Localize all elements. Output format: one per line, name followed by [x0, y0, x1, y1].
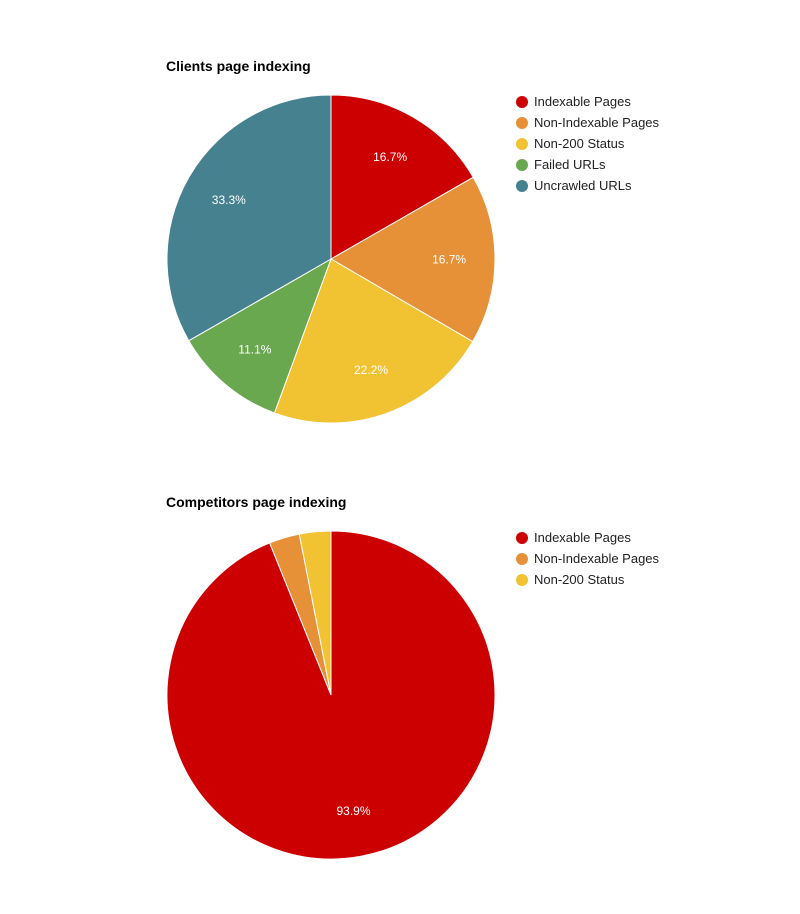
chart-legend: Indexable Pages Non-Indexable Pages Non-20… [516, 91, 659, 196]
slice-value-label: 33.3% [212, 193, 246, 207]
pie-slice-non-200-status [298, 530, 332, 696]
chart-legend: Indexable Pages Non-Indexable Pages Non-20… [516, 527, 659, 590]
legend-item-non-indexable-pages: Non-Indexable Pages [516, 112, 659, 133]
legend-swatch-icon [516, 95, 528, 108]
slice-value-label: 16.7% [432, 252, 466, 266]
legend-item-non-indexable-pages: Non-Indexable Pages [516, 548, 659, 569]
slice-value-label: 93.9% [336, 804, 370, 818]
legend-label: Failed URLs [534, 157, 606, 172]
legend-item-indexable-pages: Indexable Pages [516, 91, 659, 112]
legend-label: Indexable Pages [534, 530, 631, 545]
legend-label: Non-200 Status [534, 572, 625, 587]
slice-value-label: 22.2% [354, 363, 388, 377]
pie-canvas: 93.9% [166, 530, 496, 860]
legend-swatch-icon [516, 531, 528, 544]
pie-slice-uncrawled-urls [166, 94, 332, 342]
legend-label: Indexable Pages [534, 94, 631, 109]
legend-swatch-icon [516, 137, 528, 150]
pie-slice-non-200-status [273, 258, 474, 424]
pie-slice-indexable-pages [330, 94, 474, 260]
legend-label: Non-Indexable Pages [534, 551, 660, 566]
legend-item-non-200-status: Non-200 Status [516, 133, 659, 154]
legend-swatch-icon [516, 179, 528, 192]
competitors-pie-chart: Competitors page indexing 93.9% Indexabl… [0, 436, 800, 914]
legend-label: Non-Indexable Pages [534, 115, 660, 130]
legend-swatch-icon [516, 116, 528, 129]
legend-item-indexable-pages: Indexable Pages [516, 527, 659, 548]
pie-canvas: 16.7% 16.7% 22.2% 11.1% 33.3% [166, 94, 496, 424]
pie-slice-failed-urls [188, 257, 332, 414]
chart-title: Competitors page indexing [166, 494, 347, 510]
pie-slice-non-indexable-pages [330, 176, 496, 343]
legend-swatch-icon [516, 573, 528, 586]
legend-item-uncrawled-urls: Uncrawled URLs [516, 175, 659, 196]
legend-label: Non-200 Status [534, 136, 625, 151]
legend-label: Uncrawled URLs [534, 178, 632, 193]
clients-pie-chart: Clients page indexing 16.7% 16.7% 22.2% 11.… [0, 0, 800, 450]
legend-swatch-icon [516, 552, 528, 565]
slice-value-label: 11.1% [238, 342, 271, 356]
legend-swatch-icon [516, 158, 528, 171]
legend-item-non-200-status: Non-200 Status [516, 569, 659, 590]
legend-item-failed-urls: Failed URLs [516, 154, 659, 175]
slice-value-label: 16.7% [373, 150, 407, 164]
chart-title: Clients page indexing [166, 58, 311, 74]
